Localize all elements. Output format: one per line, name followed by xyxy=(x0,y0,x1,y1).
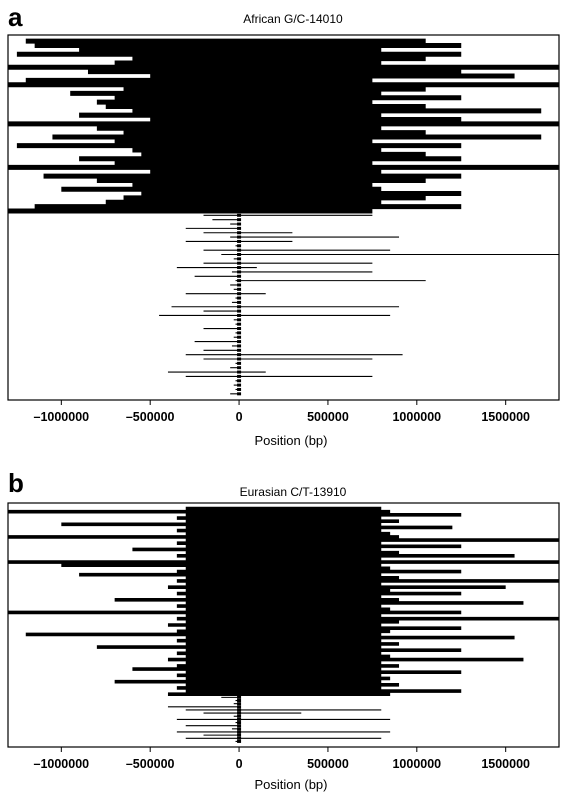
core-marker-b-70 xyxy=(237,724,242,728)
chart-a-title: African G/C-14010 xyxy=(243,12,343,26)
core-marker-a-49 xyxy=(237,248,242,252)
core-marker-a-59 xyxy=(237,292,242,296)
core-marker-a-55 xyxy=(237,274,242,278)
core-marker-b-63 xyxy=(237,702,242,706)
core-marker-a-47 xyxy=(237,239,242,243)
x-tick-label-a-3: 0 xyxy=(236,410,243,424)
plot-frame-a xyxy=(7,34,560,401)
core-marker-a-65 xyxy=(237,318,242,322)
core-marker-a-58 xyxy=(237,287,242,291)
core-marker-b-74 xyxy=(237,736,242,740)
core-marker-a-68 xyxy=(237,331,242,335)
core-marker-a-51 xyxy=(237,257,242,261)
core-marker-a-60 xyxy=(237,296,242,300)
core-marker-a-57 xyxy=(237,283,242,287)
plot-frame-b xyxy=(7,502,560,748)
chart-a-xlabel: Position (bp) xyxy=(254,433,328,448)
core-marker-a-56 xyxy=(237,279,242,283)
panel-b-letter: b xyxy=(8,468,24,498)
core-marker-a-77 xyxy=(237,370,242,374)
core-marker-b-71 xyxy=(237,727,242,731)
core-marker-a-64 xyxy=(237,313,242,317)
core-marker-a-76 xyxy=(237,366,242,370)
x-tick-label-b-4: 500000 xyxy=(307,757,349,771)
core-marker-a-79 xyxy=(237,379,242,383)
core-marker-a-82 xyxy=(237,392,242,396)
core-marker-b-73 xyxy=(237,733,242,737)
core-marker-b-64 xyxy=(237,705,242,709)
core-marker-b-68 xyxy=(237,717,242,721)
core-marker-a-43 xyxy=(237,222,242,226)
core-marker-a-69 xyxy=(237,335,242,339)
core-marker-a-67 xyxy=(237,327,242,331)
x-tick-label-b-6: 1500000 xyxy=(481,757,530,771)
x-tick-label-a-5: 1000000 xyxy=(392,410,441,424)
core-marker-b-69 xyxy=(237,721,242,725)
x-tick-label-b-3: 0 xyxy=(236,757,243,771)
x-tick-label-a-4: 500000 xyxy=(307,410,349,424)
core-marker-a-75 xyxy=(237,361,242,365)
x-tick-label-b-1: –1000000 xyxy=(34,757,90,771)
core-marker-a-81 xyxy=(237,387,242,391)
core-marker-a-48 xyxy=(237,244,242,248)
core-marker-a-66 xyxy=(237,322,242,326)
core-marker-a-63 xyxy=(237,309,242,313)
core-marker-a-73 xyxy=(237,353,242,357)
x-tick-label-a-1: –1000000 xyxy=(34,410,90,424)
core-marker-b-75 xyxy=(237,739,242,743)
x-tick-label-b-5: 1000000 xyxy=(392,757,441,771)
panel-a-letter: a xyxy=(8,2,23,32)
x-tick-label-b-2: –500000 xyxy=(126,757,175,771)
core-marker-a-45 xyxy=(237,231,242,235)
core-marker-b-62 xyxy=(237,699,242,703)
chart-b-title: Eurasian C/T-13910 xyxy=(239,485,347,499)
core-marker-a-80 xyxy=(237,383,242,387)
core-marker-a-52 xyxy=(237,261,242,265)
core-marker-a-50 xyxy=(237,253,242,257)
x-tick-label-a-6: 1500000 xyxy=(481,410,530,424)
core-marker-b-61 xyxy=(237,695,242,699)
core-marker-a-41 xyxy=(237,213,242,217)
core-marker-b-66 xyxy=(237,711,242,715)
chart-b-xlabel: Position (bp) xyxy=(254,777,328,792)
core-marker-a-71 xyxy=(237,344,242,348)
core-marker-a-72 xyxy=(237,348,242,352)
core-marker-a-46 xyxy=(237,235,242,239)
core-marker-b-65 xyxy=(237,708,242,712)
core-marker-a-42 xyxy=(237,218,242,222)
core-marker-b-72 xyxy=(237,730,242,734)
core-marker-a-74 xyxy=(237,357,242,361)
core-marker-a-44 xyxy=(237,226,242,230)
core-marker-a-70 xyxy=(237,340,242,344)
core-marker-a-53 xyxy=(237,266,242,270)
core-marker-a-62 xyxy=(237,305,242,309)
core-marker-a-54 xyxy=(237,270,242,274)
x-tick-label-a-2: –500000 xyxy=(126,410,175,424)
core-marker-b-67 xyxy=(237,714,242,718)
core-marker-a-61 xyxy=(237,300,242,304)
core-marker-a-78 xyxy=(237,374,242,378)
